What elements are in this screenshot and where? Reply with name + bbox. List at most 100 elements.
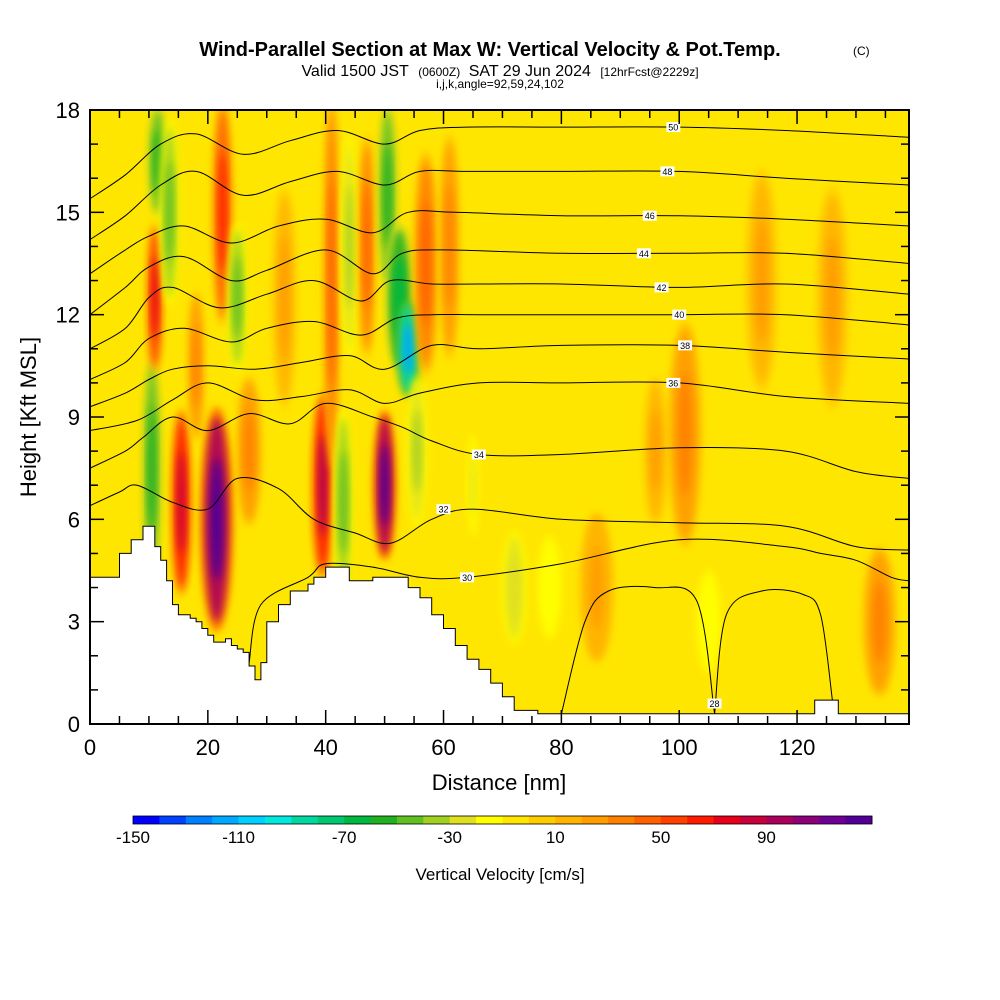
contour-label: 48 — [662, 167, 672, 177]
subtitle-forecast: [12hrFcst@2229z] — [600, 65, 698, 79]
colorbar-tick-label: -150 — [116, 828, 150, 847]
colorbar-segment — [159, 816, 187, 824]
velocity-core — [244, 410, 254, 493]
contour-label-box — [436, 504, 451, 515]
contour-label: 34 — [474, 450, 484, 460]
subtitle-valid: Valid 1500 JST — [301, 63, 409, 80]
y-tick-label: 9 — [68, 405, 80, 430]
theta-contour — [90, 210, 909, 275]
velocity-core — [825, 236, 839, 360]
colorbar-segment — [344, 816, 371, 824]
contour-label-box — [642, 210, 657, 221]
colorbar-segment — [370, 816, 398, 824]
contour-label: 38 — [680, 341, 690, 351]
y-axis-label: Height [Kft MSL] — [16, 337, 41, 497]
y-tick-label: 12 — [56, 303, 80, 328]
velocity-core — [177, 451, 186, 554]
velocity-core — [318, 434, 327, 537]
velocity-core — [339, 451, 348, 554]
velocity-core — [702, 590, 716, 653]
velocity-core — [363, 185, 371, 308]
velocity-core — [279, 236, 290, 360]
x-axis-label: Distance [nm] — [432, 770, 567, 795]
colorbar-segment — [660, 816, 688, 824]
colorbar-segment — [133, 816, 160, 824]
velocity-core — [678, 372, 692, 496]
colorbar-segment — [502, 816, 530, 824]
contour-label-box — [471, 449, 486, 460]
chart-title: Wind-Parallel Section at Max W: Vertical… — [199, 39, 780, 61]
colorbar-segment — [819, 816, 847, 824]
colorbar-segment — [713, 816, 741, 824]
velocity-core — [151, 256, 159, 339]
potential-temperature-contours — [90, 126, 909, 714]
velocity-core — [470, 454, 476, 516]
colorbar-segment — [634, 816, 662, 824]
colorbar-segment — [264, 816, 292, 824]
colorbar-segment — [845, 816, 873, 824]
theta-contour — [90, 126, 909, 200]
y-tick-label: 15 — [56, 200, 80, 225]
x-tick-label: 60 — [431, 735, 455, 760]
velocity-core — [420, 202, 431, 325]
velocity-core — [590, 546, 604, 629]
velocity-core — [873, 580, 887, 663]
colorbar-segment — [291, 816, 319, 824]
x-tick-label: 100 — [661, 735, 698, 760]
contour-labels: 28 30 32 34 36 38 40 42 44 46 48 50 — [436, 122, 722, 709]
velocity-core — [380, 444, 389, 527]
contour-label-box — [672, 309, 687, 320]
velocity-core — [210, 457, 224, 581]
contour-label: 42 — [657, 283, 667, 293]
contour-label: 28 — [710, 699, 720, 709]
contour-label: 32 — [439, 505, 449, 515]
velocity-core — [147, 406, 156, 530]
x-tick-label: 40 — [313, 735, 337, 760]
theta-contour — [90, 402, 909, 479]
colorbar-segment — [766, 816, 794, 824]
colorbar-tick-label: 90 — [757, 828, 776, 847]
colorbar-tick-label: 50 — [651, 828, 670, 847]
contour-label: 36 — [668, 378, 678, 388]
chart-subtitle: Valid 1500 JST (0600Z) SAT 29 Jun 2024 [… — [301, 63, 698, 80]
contour-label-box — [460, 572, 475, 583]
velocity-core — [650, 410, 661, 493]
colorbar-segment — [687, 816, 715, 824]
contour-label-box — [654, 282, 669, 293]
y-tick-label: 6 — [68, 507, 80, 532]
contour-label-box — [678, 340, 693, 351]
vertical-velocity-field — [141, 110, 897, 697]
colorbar-segment — [185, 816, 213, 824]
contour-label-box — [636, 248, 651, 259]
theta-contour — [90, 477, 909, 551]
colorbar-segment — [528, 816, 556, 824]
velocity-core — [153, 130, 162, 192]
colorbar-segment — [555, 816, 583, 824]
contour-label: 44 — [639, 249, 649, 259]
contour-label-box — [666, 377, 681, 388]
contour-label: 46 — [645, 211, 655, 221]
theta-contour — [714, 589, 833, 714]
velocity-core — [328, 178, 335, 383]
velocity-core — [543, 556, 557, 619]
theta-contour — [90, 169, 909, 241]
velocity-core — [165, 161, 174, 264]
colorbar-segment — [449, 816, 477, 824]
theta-contour — [90, 249, 909, 316]
colorbar-segment — [792, 816, 820, 824]
theta-contour — [248, 538, 909, 663]
colorbar-segment — [317, 816, 345, 824]
colorbar-tick-label: -70 — [332, 828, 357, 847]
colorbar-segment — [212, 816, 239, 824]
velocity-core — [403, 322, 414, 376]
theta-contour — [560, 585, 716, 714]
colorbar-tick-label: -30 — [437, 828, 462, 847]
velocity-core — [509, 556, 520, 619]
x-tick-label: 80 — [549, 735, 573, 760]
terrain-profile — [90, 525, 909, 724]
theta-contour — [90, 381, 909, 432]
subtitle-date: SAT 29 Jun 2024 — [469, 63, 591, 80]
velocity-core — [755, 219, 769, 342]
